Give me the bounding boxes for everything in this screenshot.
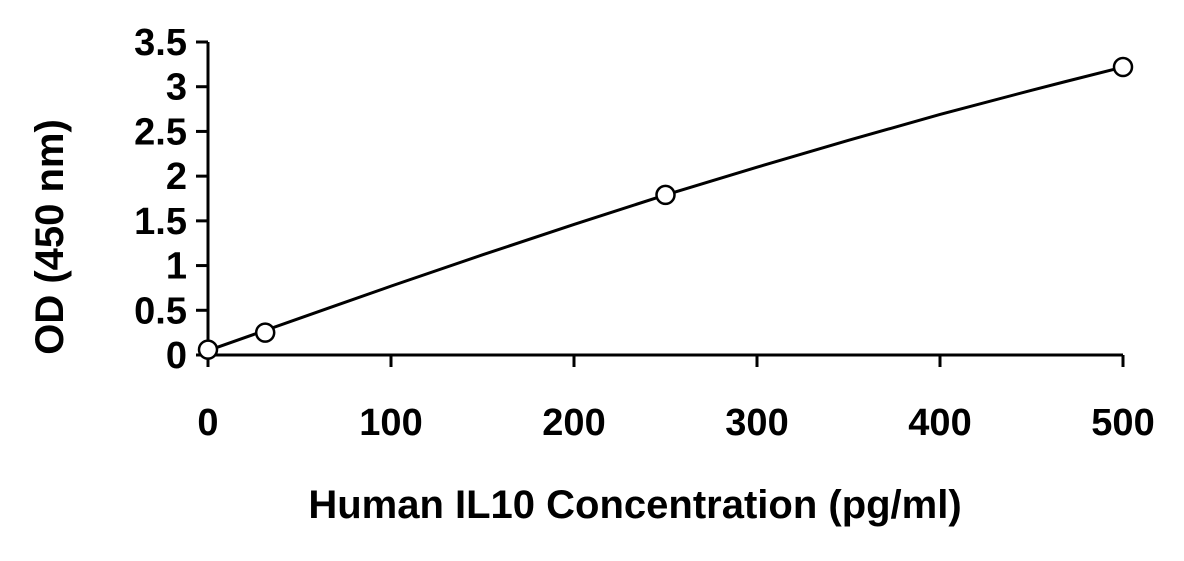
fit-curve xyxy=(207,65,1124,352)
y-ticks: 00.511.522.533.5 xyxy=(134,22,208,377)
data-point xyxy=(1112,56,1134,78)
y-tick-label: 0 xyxy=(166,335,187,377)
axes: 00.511.522.533.5 0 100 200 300 400 500 xyxy=(134,22,1155,444)
y-tick-label: 1 xyxy=(166,246,187,288)
y-tick-label: 3.5 xyxy=(134,22,187,64)
x-tick-label: 0 xyxy=(197,402,218,444)
x-tick-label: 200 xyxy=(542,402,605,444)
y-tick-label: 2 xyxy=(166,156,187,198)
y-tick-label: 0.5 xyxy=(134,290,187,332)
x-tick-label: 100 xyxy=(359,402,422,444)
y-axis-title: OD (450 nm) xyxy=(28,119,72,355)
x-tick-label: 400 xyxy=(908,402,971,444)
x-tick-label: 300 xyxy=(725,402,788,444)
x-axis-title: Human IL10 Concentration (pg/ml) xyxy=(308,483,961,527)
data-point xyxy=(254,322,276,343)
x-tick-label: 500 xyxy=(1091,402,1154,444)
x-ticks: 0 100 200 300 400 500 xyxy=(197,355,1155,444)
y-tick-label: 2.5 xyxy=(134,111,187,153)
data-points xyxy=(197,56,1134,360)
data-point xyxy=(655,184,676,206)
y-tick-label: 3 xyxy=(166,67,187,109)
y-tick-label: 1.5 xyxy=(134,201,187,243)
data-point xyxy=(197,339,219,360)
